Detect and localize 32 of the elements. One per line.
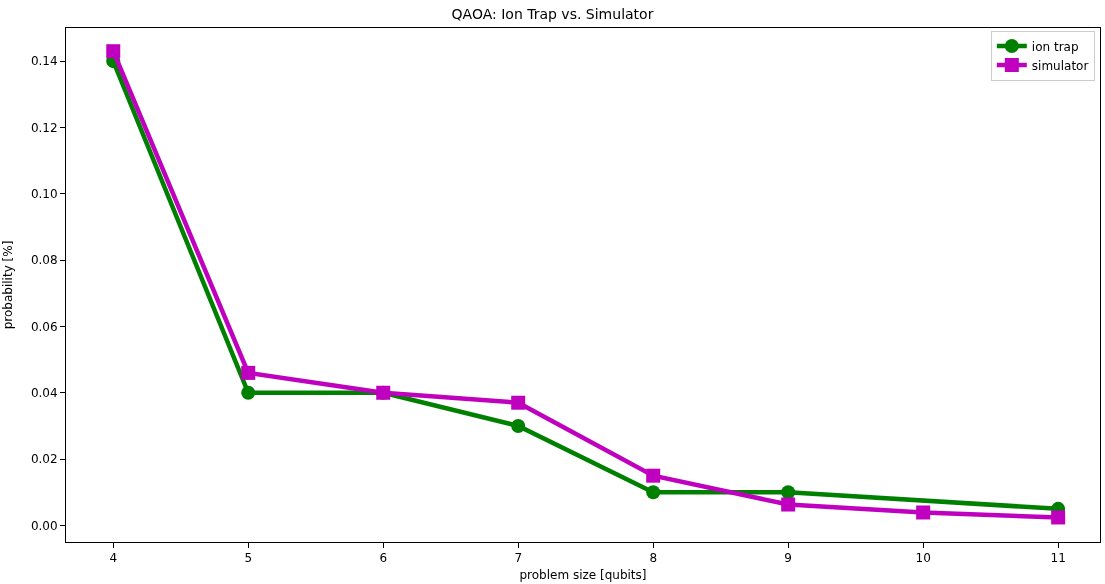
x-axis-title: problem size [qubits]: [519, 568, 647, 583]
y-tick-label: 0.04: [30, 385, 58, 400]
point: [781, 485, 796, 500]
y-tick-label: 0.14: [30, 54, 58, 69]
point: [511, 418, 526, 433]
x-tick-label: 5: [244, 551, 253, 566]
x-tick-label: 11: [1050, 551, 1066, 566]
y-tick-label: 0.08: [30, 253, 58, 268]
point: [1051, 510, 1066, 525]
y-tick-label: 0.00: [30, 518, 58, 533]
x-tick-label: 9: [784, 551, 792, 566]
point: [781, 497, 796, 512]
x-tick-label: 8: [649, 551, 658, 566]
y-tick-label: 0.02: [30, 452, 58, 467]
legend-label: simulator: [1031, 58, 1089, 73]
x-tick-label: 10: [915, 551, 931, 566]
point: [646, 485, 661, 500]
point: [241, 385, 256, 400]
x-tick-label: 4: [109, 551, 118, 566]
y-tick-label: 0.12: [30, 120, 58, 135]
x-tick-label: 6: [379, 551, 388, 566]
x-tick-label: 7: [514, 551, 523, 566]
legend-label: ion trap: [1031, 39, 1079, 54]
y-axis-title: probability [%]: [1, 240, 16, 330]
y-tick-label: 0.10: [30, 187, 58, 202]
chart-title: QAOA: Ion Trap vs. Simulator: [451, 5, 654, 22]
point: [106, 44, 121, 59]
point: [916, 505, 931, 520]
point: [241, 365, 256, 380]
point: [646, 468, 661, 483]
y-tick-label: 0.06: [30, 319, 58, 334]
point: [511, 395, 526, 410]
